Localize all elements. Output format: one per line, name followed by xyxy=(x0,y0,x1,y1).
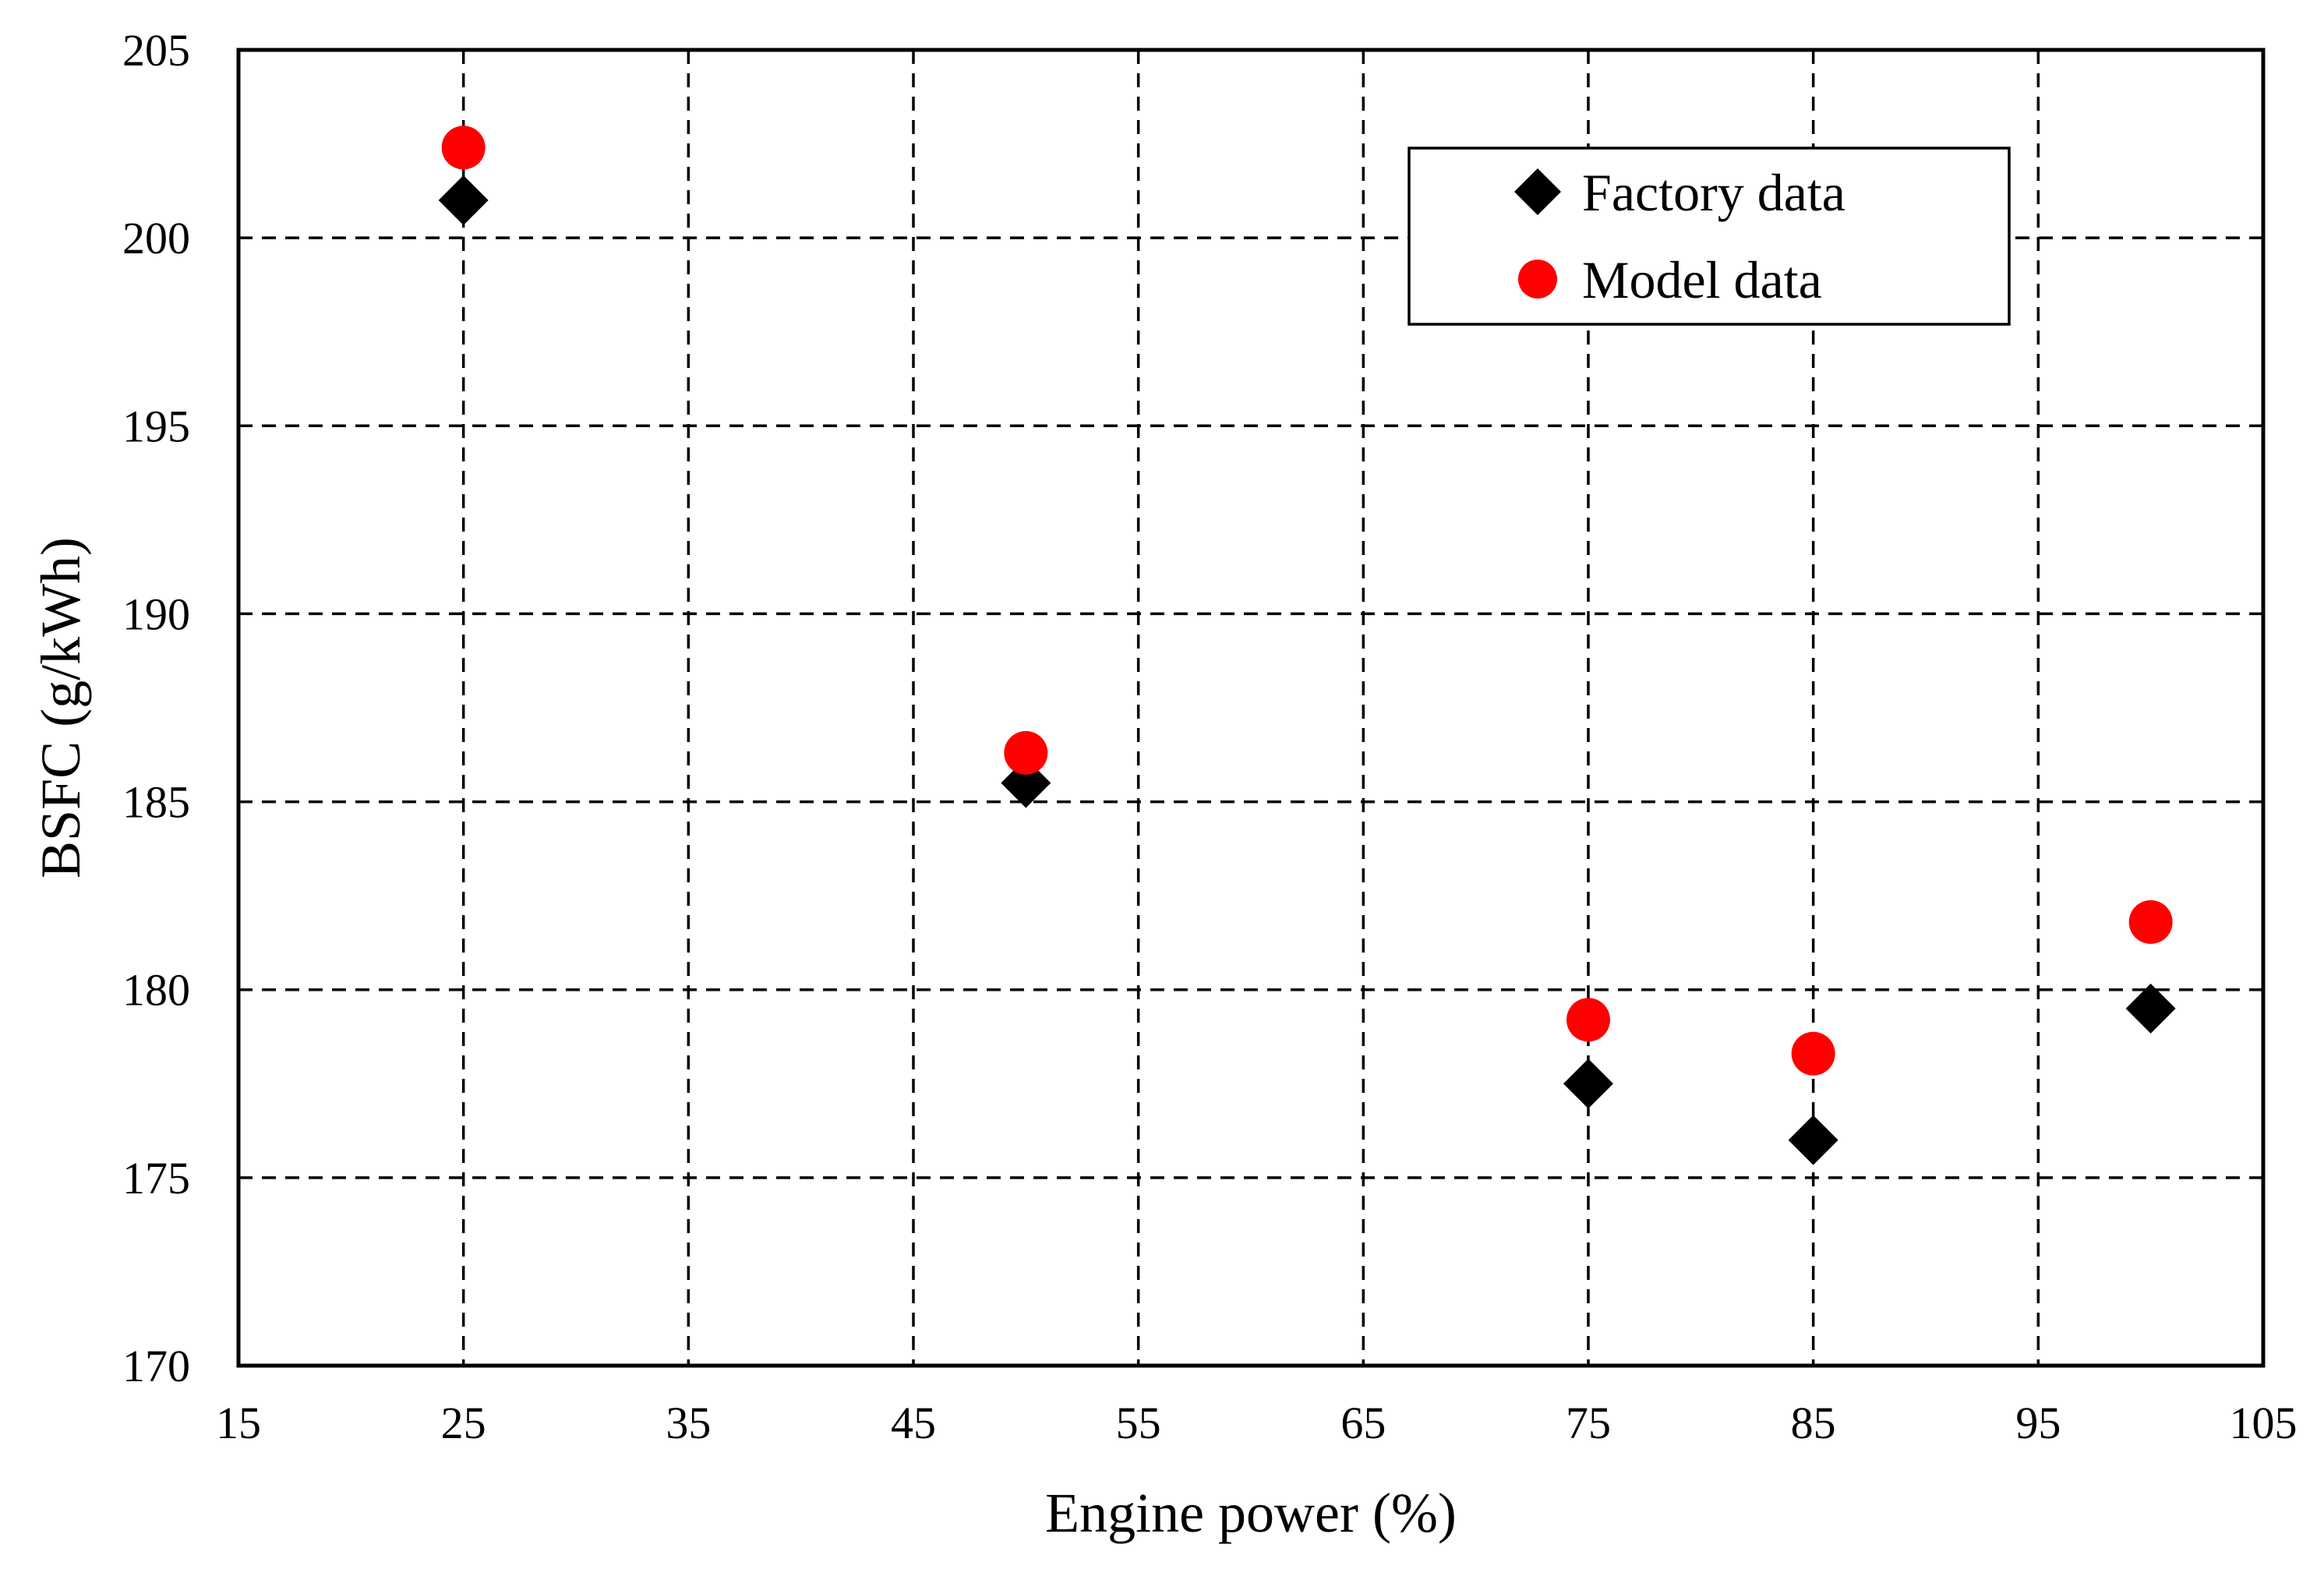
y-tick-label: 190 xyxy=(122,589,190,639)
x-tick-label: 45 xyxy=(891,1398,936,1448)
model-data-point xyxy=(1566,998,1610,1042)
y-tick-label: 185 xyxy=(122,777,190,828)
data-markers xyxy=(438,125,2176,1165)
factory-data-point xyxy=(1563,1059,1613,1109)
legend-marker-model-data xyxy=(1518,260,1557,299)
x-axis-label: Engine power (%) xyxy=(1045,1482,1457,1544)
y-tick-label: 200 xyxy=(122,213,190,263)
x-tick-label: 25 xyxy=(441,1398,486,1448)
y-tick-label: 170 xyxy=(122,1341,190,1391)
y-tick-label: 175 xyxy=(122,1153,190,1204)
y-tick-label: 180 xyxy=(122,965,190,1016)
x-tick-label: 65 xyxy=(1340,1398,1386,1448)
factory-data-point xyxy=(1788,1115,1838,1165)
legend-box xyxy=(1407,147,2011,326)
y-axis-label: BSFC (g/kWh) xyxy=(30,537,92,878)
tick-labels: 15 25 35 45 55 65 75 85 95 105 170 175 180 185 190 195 2… xyxy=(122,25,2298,1448)
legend-label-model-data: Model data xyxy=(1582,250,1822,309)
factory-data-point xyxy=(438,175,489,225)
x-tick-label: 85 xyxy=(1791,1398,1836,1448)
model-data-point xyxy=(1004,730,1048,775)
model-data-point xyxy=(441,125,486,170)
legend: Factory data Model data xyxy=(1407,147,2011,326)
x-tick-label: 55 xyxy=(1116,1398,1161,1448)
factory-data-point xyxy=(2125,983,2176,1034)
y-tick-label: 205 xyxy=(122,25,190,76)
legend-marker-factory-data xyxy=(1514,168,1561,215)
x-tick-label: 35 xyxy=(666,1398,711,1448)
x-tick-label: 15 xyxy=(216,1398,261,1448)
model-data-point xyxy=(2128,900,2173,944)
x-tick-label: 75 xyxy=(1566,1398,1611,1448)
x-tick-label: 105 xyxy=(2230,1398,2298,1448)
y-tick-label: 195 xyxy=(122,401,190,451)
model-data-point xyxy=(1791,1031,1835,1076)
x-tick-label: 95 xyxy=(2015,1398,2061,1448)
plot-area-frame xyxy=(236,48,2266,1368)
legend-label-factory-data: Factory data xyxy=(1582,163,1845,222)
